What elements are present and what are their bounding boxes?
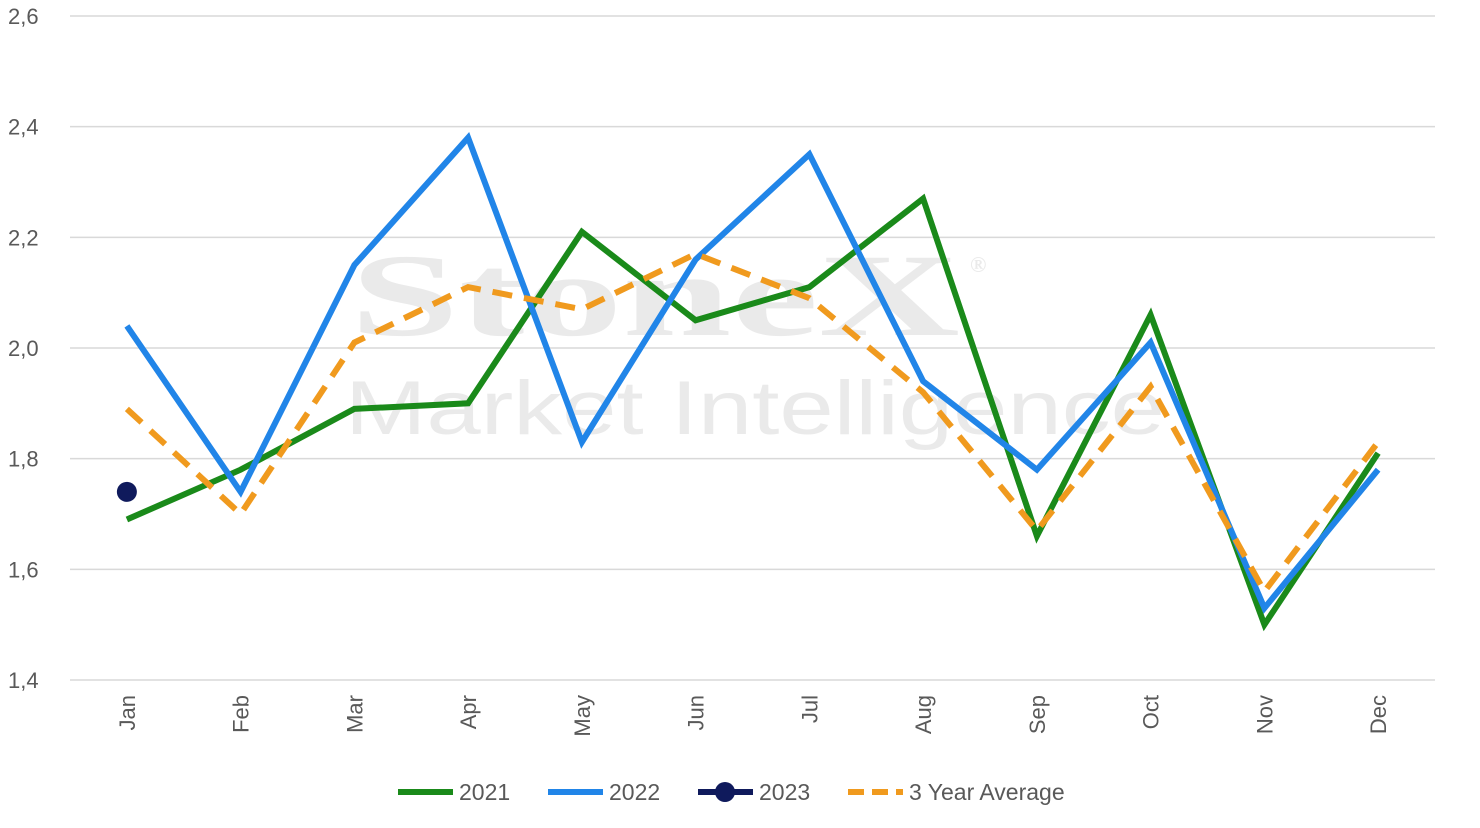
watermark-subtitle: Market Intelligence: [345, 366, 1165, 451]
watermark-registered: ®: [970, 252, 986, 277]
y-tick-label: 1,6: [8, 557, 39, 582]
series-line: [125, 193, 1381, 632]
x-tick-label: Dec: [1366, 695, 1391, 734]
x-axis-ticks: Jan Feb Mar Apr May Jun Jul Aug Sep Oct Nov Dec: [115, 695, 1391, 737]
watermark: StoneX ® Market Intelligence: [345, 230, 1165, 451]
y-axis-ticks: 1,4 1,6 1,8 2,0 2,2 2,4 2,6: [8, 4, 39, 693]
legend-item-2021: 2021: [398, 779, 510, 805]
legend-marker: [715, 782, 735, 802]
x-tick-label: Sep: [1025, 695, 1050, 734]
x-tick-label: Feb: [229, 695, 254, 733]
x-tick-label: Jan: [115, 695, 140, 730]
legend: 2021 2022 2023 3 Year Average: [398, 779, 1065, 805]
series-line: [124, 250, 1381, 597]
x-tick-label: Jul: [797, 695, 822, 723]
x-tick-label: May: [570, 695, 595, 737]
gridlines: [70, 15, 1435, 681]
series-2021: [125, 193, 1381, 632]
legend-label: 3 Year Average: [909, 779, 1065, 805]
x-tick-label: Aug: [911, 695, 936, 734]
y-tick-label: 2,2: [8, 225, 39, 250]
legend-item-3-year-average: 3 Year Average: [848, 779, 1065, 805]
x-tick-label: Mar: [342, 695, 367, 733]
legend-item-2023: 2023: [698, 779, 810, 805]
legend-item-2022: 2022: [548, 779, 660, 805]
data-point: [116, 481, 137, 502]
series-lines: [116, 131, 1381, 632]
series-3-year-average: [124, 250, 1381, 597]
x-tick-label: Apr: [456, 695, 481, 729]
y-tick-label: 2,4: [8, 115, 39, 140]
series-line: [124, 131, 1381, 614]
y-tick-label: 1,8: [8, 447, 39, 472]
x-tick-label: Jun: [684, 695, 709, 730]
watermark-brand: StoneX: [350, 230, 960, 361]
y-tick-label: 1,4: [8, 668, 39, 693]
x-tick-label: Oct: [1139, 695, 1164, 729]
legend-label: 2021: [459, 779, 510, 805]
series-2022: [124, 131, 1381, 614]
series-2023: [116, 481, 137, 502]
x-tick-label: Nov: [1252, 695, 1277, 734]
legend-label: 2022: [609, 779, 660, 805]
legend-label: 2023: [759, 779, 810, 805]
y-tick-label: 2,0: [8, 336, 39, 361]
y-tick-label: 2,6: [8, 4, 39, 29]
